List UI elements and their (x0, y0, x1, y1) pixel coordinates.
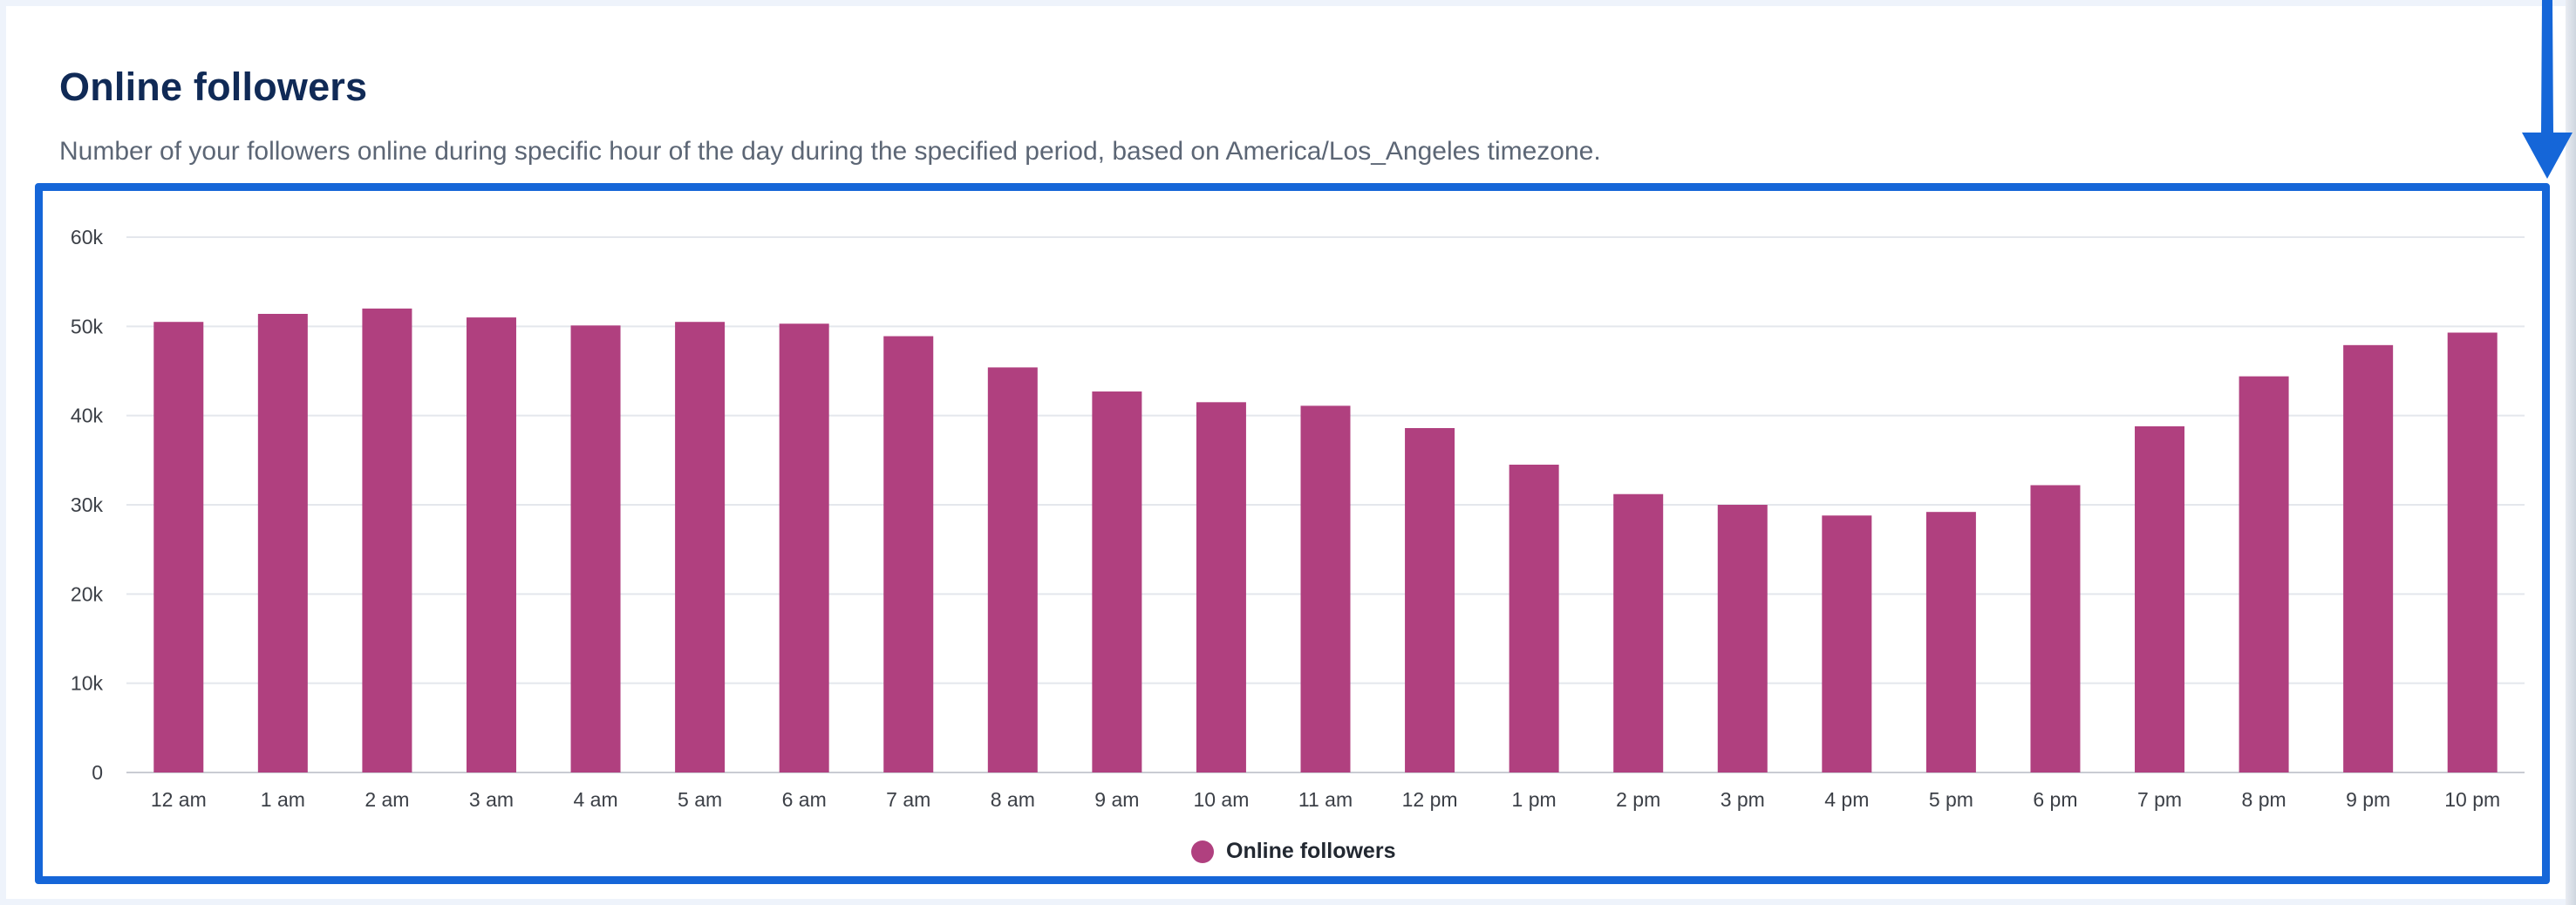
bar (2030, 485, 2081, 772)
bar (779, 323, 829, 773)
bar (1717, 505, 1768, 772)
y-tick-label: 0 (92, 761, 103, 784)
y-tick-label: 60k (71, 226, 104, 248)
x-tick-label: 9 am (1094, 788, 1139, 811)
bar (2447, 332, 2498, 772)
x-tick-label: 5 pm (1929, 788, 1973, 811)
circle-marker-icon (1191, 840, 1214, 863)
bar (1925, 512, 1976, 772)
card-subtitle: Number of your followers online during s… (59, 137, 1601, 166)
x-tick-label: 8 am (991, 788, 1035, 811)
bar (1613, 493, 1664, 772)
x-tick-label: 5 am (678, 788, 722, 811)
bar (1509, 464, 1559, 772)
x-tick-label: 3 am (469, 788, 514, 811)
bar (2135, 425, 2185, 772)
x-tick-label: 10 am (1193, 788, 1249, 811)
x-tick-label: 2 am (365, 788, 409, 811)
bar (2343, 344, 2394, 772)
bar (1300, 405, 1351, 772)
x-tick-label: 7 pm (2137, 788, 2182, 811)
down-arrow-icon (2522, 0, 2573, 179)
x-tick-label: 1 am (261, 788, 305, 811)
bar (883, 336, 934, 772)
x-tick-label: 11 am (1298, 788, 1353, 811)
bar (257, 314, 308, 772)
x-tick-label: 4 am (573, 788, 617, 811)
x-tick-label: 6 pm (2033, 788, 2077, 811)
y-tick-label: 50k (71, 315, 104, 337)
x-tick-label: 10 pm (2444, 788, 2500, 811)
y-tick-label: 30k (71, 493, 104, 516)
y-tick-label: 40k (71, 405, 104, 427)
bar (466, 317, 516, 773)
x-tick-label: 3 pm (1721, 788, 1765, 811)
chart-legend[interactable]: Online followers (1191, 839, 1395, 864)
x-tick-label: 6 am (782, 788, 827, 811)
bar (570, 325, 621, 772)
card-title: Online followers (59, 65, 368, 109)
y-tick-label: 10k (71, 672, 104, 695)
x-tick-label: 1 pm (1512, 788, 1557, 811)
bar (1092, 391, 1142, 772)
bar (2239, 376, 2289, 772)
legend-label: Online followers (1226, 839, 1396, 863)
bar (153, 322, 204, 772)
x-tick-label: 8 pm (2242, 788, 2286, 811)
x-tick-label: 7 am (886, 788, 930, 811)
bar (1405, 427, 1455, 772)
online-followers-card: Online followers Number of your follower… (9, 9, 2555, 896)
bar (675, 322, 726, 772)
bar (987, 367, 1038, 772)
x-tick-label: 9 pm (2346, 788, 2390, 811)
x-tick-label: 12 am (151, 788, 207, 811)
x-tick-label: 4 pm (1824, 788, 1869, 811)
bar (1196, 402, 1246, 772)
window-edge (2566, 0, 2576, 905)
bar (1822, 515, 1872, 772)
chart-highlight-box (35, 183, 2550, 884)
bar (362, 308, 412, 772)
x-tick-label: 12 pm (1402, 788, 1458, 811)
x-tick-label: 2 pm (1616, 788, 1660, 811)
y-tick-label: 20k (71, 582, 104, 605)
